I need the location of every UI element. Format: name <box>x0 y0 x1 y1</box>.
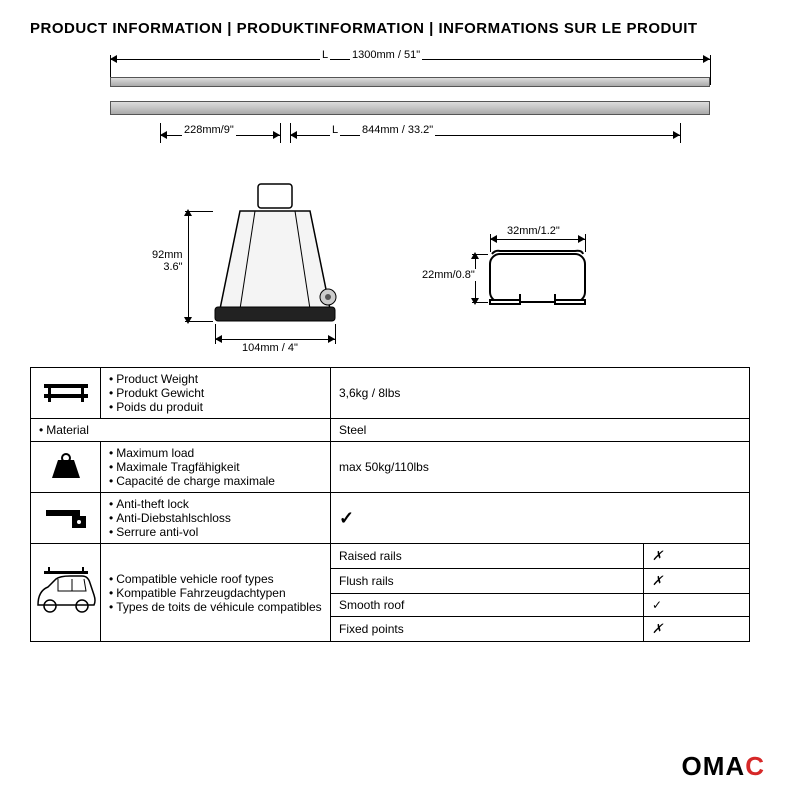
page-title: PRODUCT INFORMATION | PRODUKTINFORMATION… <box>30 20 770 37</box>
material-value: Steel <box>331 419 750 442</box>
lock-labels: Anti-theft lock Anti-Diebstahlschloss Se… <box>101 493 331 544</box>
dim-foot-base: 104mm / 4" <box>240 342 300 354</box>
dim-profile-height: 22mm/0.8" <box>420 269 477 281</box>
compat-sub-name: Raised rails <box>331 544 644 569</box>
dim-L2-prefix: L <box>330 124 340 136</box>
dim-inner-length: 844mm / 33.2" <box>360 124 435 136</box>
dim-offset: 228mm/9" <box>182 124 236 136</box>
table-row: Compatible vehicle roof types Kompatible… <box>31 544 750 569</box>
foot-drawing <box>180 179 380 349</box>
compat-sub-name: Fixed points <box>331 617 644 642</box>
load-labels: Maximum load Maximale Tragfähigkeit Capa… <box>101 442 331 493</box>
lock-icon <box>31 493 101 544</box>
weight-icon <box>31 442 101 493</box>
dim-profile-width: 32mm/1.2" <box>505 225 562 237</box>
compat-sub-value: ✗ <box>643 569 749 594</box>
dimension-diagram: L 1300mm / 51" 228mm/9" L 844mm / 33.2" … <box>30 49 770 359</box>
compat-sub-name: Flush rails <box>331 569 644 594</box>
dim-L-prefix: L <box>320 49 330 61</box>
car-icon <box>31 544 101 642</box>
compat-sub-value: ✗ <box>643 544 749 569</box>
compat-sub-value: ✗ <box>643 617 749 642</box>
lock-value: ✓ <box>331 493 750 544</box>
profile-drawing <box>460 224 620 334</box>
dim-foot-height: 92mm 3.6" <box>150 249 185 273</box>
load-value: max 50kg/110lbs <box>331 442 750 493</box>
table-row: Product Weight Produkt Gewicht Poids du … <box>31 368 750 419</box>
dim-total-length: 1300mm / 51" <box>350 49 422 61</box>
weight-labels: Product Weight Produkt Gewicht Poids du … <box>101 368 331 419</box>
table-row: Maximum load Maximale Tragfähigkeit Capa… <box>31 442 750 493</box>
table-row: Material Steel <box>31 419 750 442</box>
compat-labels: Compatible vehicle roof types Kompatible… <box>101 544 331 642</box>
weight-value: 3,6kg / 8lbs <box>331 368 750 419</box>
compat-sub-name: Smooth roof <box>331 594 644 617</box>
compat-sub-value: ✓ <box>643 594 749 617</box>
bars-icon <box>31 368 101 419</box>
material-label: Material <box>31 419 331 442</box>
spec-table: Product Weight Produkt Gewicht Poids du … <box>30 367 750 642</box>
brand-logo: OMAC <box>682 751 765 782</box>
second-crossbar <box>110 101 710 115</box>
top-crossbar <box>110 77 710 87</box>
table-row: Anti-theft lock Anti-Diebstahlschloss Se… <box>31 493 750 544</box>
